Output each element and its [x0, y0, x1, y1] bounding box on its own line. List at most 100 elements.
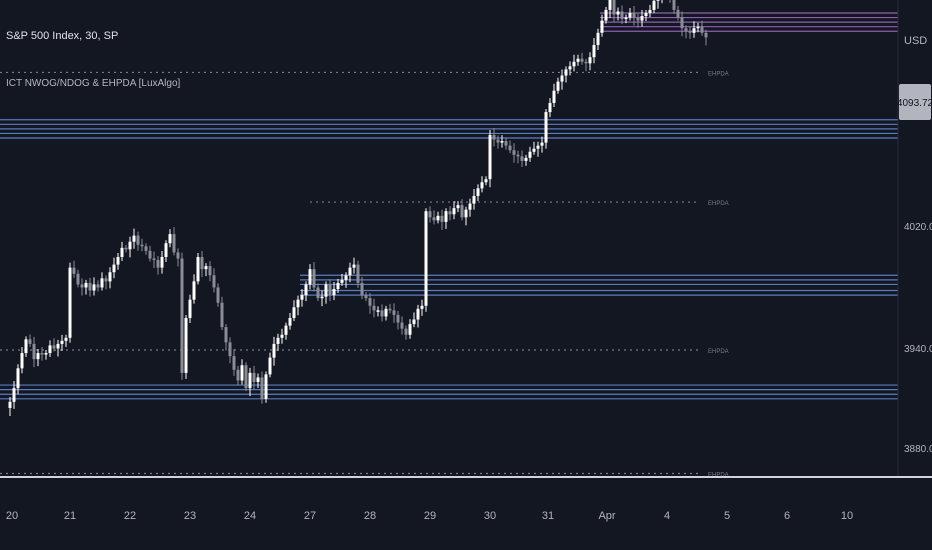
candle-body	[368, 298, 372, 306]
candle-body	[532, 148, 536, 152]
candle-body	[468, 203, 472, 210]
candle-body	[492, 134, 496, 140]
candle-body	[548, 102, 552, 113]
candle-body	[60, 340, 64, 344]
candle-body	[488, 134, 492, 180]
candle-body	[420, 305, 424, 309]
time-label-29: 29	[424, 510, 436, 522]
candle-body	[444, 211, 448, 222]
candle-body	[244, 365, 248, 389]
candle-body	[236, 369, 240, 381]
candle-body	[480, 182, 484, 189]
candle-body	[224, 327, 228, 343]
candle-body	[268, 357, 272, 375]
candle-body	[284, 325, 288, 335]
time-label-20: 20	[6, 510, 18, 522]
candle-body	[124, 247, 128, 250]
time-label-4: 4	[664, 510, 670, 522]
candle-body	[464, 209, 468, 218]
candle-body	[332, 289, 336, 296]
candle-body	[428, 211, 432, 218]
candle-body	[644, 12, 648, 17]
candle-body	[520, 156, 524, 161]
candle-body	[320, 296, 324, 299]
candle-body	[408, 324, 412, 335]
candle-body	[120, 247, 124, 257]
candle-body	[328, 284, 332, 296]
gap-bands	[0, 12, 898, 400]
candle-body	[572, 61, 576, 67]
candle-body	[272, 343, 276, 358]
candle-body	[688, 31, 692, 33]
candle-body	[592, 45, 596, 58]
time-label-31: 31	[542, 510, 554, 522]
candle-body	[208, 266, 212, 276]
candle-body	[700, 26, 704, 33]
candle-body	[456, 205, 460, 209]
candle-body	[156, 260, 160, 268]
candle-body	[452, 208, 456, 215]
candle-body	[336, 282, 340, 289]
candle-body	[416, 308, 420, 320]
candle-body	[200, 256, 204, 270]
candle-body	[32, 343, 36, 360]
candle-body	[560, 75, 564, 82]
candle-body	[20, 353, 24, 369]
candle-body	[460, 205, 464, 218]
candle-body	[576, 58, 580, 62]
candle-body	[680, 17, 684, 29]
candle-body	[136, 235, 140, 245]
candle-body	[128, 241, 132, 250]
candle-body	[604, 9, 608, 21]
candle-body	[356, 264, 360, 283]
candle-body	[304, 284, 308, 296]
candle-body	[376, 310, 380, 312]
candle-body	[28, 339, 32, 344]
last-price-badge: 4093.72	[897, 84, 932, 120]
candle-body	[380, 310, 384, 317]
candle-body	[608, 0, 612, 10]
candle-body	[248, 372, 252, 389]
candle-body	[84, 282, 88, 288]
candle-body	[48, 345, 52, 354]
candle-body	[440, 215, 444, 222]
candle-body	[144, 246, 148, 251]
candle-body	[580, 58, 584, 62]
time-label-21: 21	[64, 510, 76, 522]
time-label-apr: Apr	[598, 510, 615, 522]
price-axis[interactable]: USD 4093.72 4020.00 3940.00 3880.00	[897, 0, 932, 477]
candle-body	[528, 151, 532, 158]
candle-body	[412, 319, 416, 325]
candle-body	[324, 284, 328, 297]
indicator-title[interactable]: ICT NWOG/NDOG & EHPDA [LuxAlgo]	[6, 78, 181, 89]
candle-body	[152, 258, 156, 261]
time-axis[interactable]: 20 21 22 23 24 27 28 29 30 31 Apr 4 5 6 …	[0, 476, 932, 522]
candle-body	[484, 179, 488, 183]
candle-body	[132, 235, 136, 242]
candle-body	[392, 310, 396, 315]
candle-body	[88, 282, 92, 291]
candle-body	[504, 141, 508, 146]
candle-body	[280, 334, 284, 338]
candle-body	[556, 81, 560, 91]
candle-body	[476, 188, 480, 196]
candle-body	[616, 11, 620, 15]
candle-body	[448, 211, 452, 215]
candle-body	[40, 353, 44, 355]
candle-body	[260, 377, 264, 399]
candle-body	[432, 217, 436, 221]
candle-body	[232, 356, 236, 370]
candle-body	[44, 353, 48, 355]
candle-body	[308, 269, 312, 285]
symbol-title[interactable]: S&P 500 Index, 30, SP	[6, 30, 119, 42]
candle-body	[176, 252, 180, 259]
candle-body	[180, 258, 184, 373]
candle-body	[92, 284, 96, 291]
price-tick-3880: 3880.00	[904, 444, 932, 455]
candle-body	[552, 90, 556, 103]
candle-body	[360, 282, 364, 296]
candle-body	[220, 302, 224, 328]
candle-body	[276, 337, 280, 344]
candle-body	[68, 267, 72, 338]
